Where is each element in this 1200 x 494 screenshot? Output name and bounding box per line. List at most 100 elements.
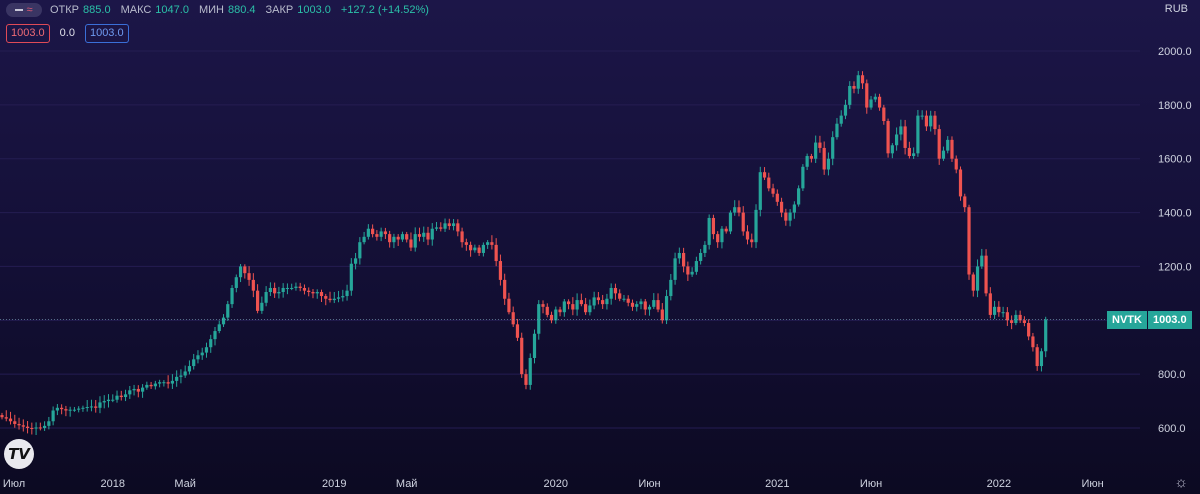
candle-body xyxy=(132,388,136,391)
candlestick-series xyxy=(0,70,1048,436)
symbol-label: NVTK xyxy=(1107,311,1147,329)
candle-body xyxy=(268,287,272,293)
price-tick-label: 600.0 xyxy=(1158,423,1186,435)
candle-body xyxy=(554,309,558,321)
candle-body xyxy=(639,301,643,305)
candle-body xyxy=(328,298,332,301)
minus-icon xyxy=(15,9,24,11)
candle-body xyxy=(456,223,460,232)
candle-body xyxy=(375,234,379,237)
candle-body xyxy=(613,287,618,294)
candle-body xyxy=(507,298,511,313)
candle-body xyxy=(405,234,409,240)
candle-body xyxy=(605,298,609,305)
candle-body xyxy=(430,228,434,240)
candle-body xyxy=(400,234,405,240)
candle-body xyxy=(94,406,98,408)
candle-body xyxy=(741,212,745,232)
candle-body xyxy=(912,153,916,157)
candle-body xyxy=(988,293,992,315)
candle-body xyxy=(298,286,302,288)
candle-body xyxy=(47,421,51,426)
candle-body xyxy=(115,395,119,400)
candle-body xyxy=(277,292,281,294)
candle-body xyxy=(85,406,89,408)
candle-body xyxy=(345,290,349,297)
candle-body xyxy=(243,266,247,274)
candle-body xyxy=(362,236,366,243)
currency-label[interactable]: RUB xyxy=(1164,3,1188,15)
candle-body xyxy=(924,115,929,127)
candle-body xyxy=(907,147,911,157)
last-price-value: 1003.0 xyxy=(1147,311,1192,329)
candle-body xyxy=(745,231,750,240)
candle-body xyxy=(950,139,954,159)
candle-body xyxy=(860,75,865,84)
open-label: ОТКР xyxy=(50,4,80,16)
candle-body xyxy=(221,317,226,325)
candle-body xyxy=(779,201,784,213)
candle-body xyxy=(21,425,25,427)
close-label: ЗАКР xyxy=(265,4,294,16)
candle-body xyxy=(469,244,473,251)
candle-body xyxy=(98,402,102,408)
legend-toggle[interactable]: ≈ xyxy=(6,3,42,17)
candle-body xyxy=(247,273,251,280)
candle-body xyxy=(848,86,852,105)
candle-body xyxy=(434,227,439,229)
time-tick-label: 2021 xyxy=(765,478,789,490)
candle-body xyxy=(503,279,507,299)
candle-body xyxy=(294,286,298,288)
bid-badge[interactable]: 1003.0 xyxy=(6,24,50,43)
candle-body xyxy=(724,228,728,232)
candle-body xyxy=(153,383,157,387)
candle-body xyxy=(652,300,656,307)
price-axis: 600.0800.01000.01200.01400.01600.01800.0… xyxy=(1158,46,1192,435)
last-price-tag: NVTK 1003.0 xyxy=(1107,311,1192,329)
candle-body xyxy=(77,408,81,410)
candle-body xyxy=(852,86,856,89)
candle-body xyxy=(792,204,796,213)
candle-body xyxy=(797,188,801,205)
candle-body xyxy=(562,301,566,313)
price-tick-label: 1800.0 xyxy=(1158,100,1192,112)
candle-body xyxy=(72,409,77,411)
candle-body xyxy=(111,399,115,401)
candle-body xyxy=(716,234,720,243)
time-tick-label: Июл xyxy=(3,478,25,490)
candle-body xyxy=(481,244,485,253)
candle-body xyxy=(571,304,575,310)
candle-body xyxy=(106,399,111,402)
candle-body xyxy=(1005,312,1009,321)
candle-body xyxy=(818,142,822,148)
candle-body xyxy=(733,207,737,213)
candle-body xyxy=(396,236,400,240)
ask-badge[interactable]: 1003.0 xyxy=(84,24,129,43)
candle-body xyxy=(336,297,341,299)
settings-gear-icon[interactable]: ☼ xyxy=(1174,474,1188,491)
candle-body xyxy=(1039,351,1044,367)
candle-body xyxy=(822,147,826,170)
candle-body xyxy=(946,139,950,151)
tradingview-logo-icon[interactable]: 𝙏𝙑 xyxy=(4,439,34,469)
candle-body xyxy=(1014,314,1018,323)
candle-body xyxy=(477,247,481,253)
candle-body xyxy=(835,123,839,138)
candle-body xyxy=(630,302,635,307)
candle-body xyxy=(285,287,290,289)
candle-body xyxy=(358,242,362,259)
candle-body xyxy=(920,115,924,117)
candle-body xyxy=(417,234,422,237)
candle-body xyxy=(166,382,170,384)
price-tick-label: 1200.0 xyxy=(1158,261,1192,273)
candle-body xyxy=(941,150,946,159)
candle-body xyxy=(839,115,843,124)
candle-body xyxy=(443,223,447,229)
candle-body xyxy=(750,239,754,243)
candle-body xyxy=(890,145,894,154)
candle-body xyxy=(805,156,809,167)
candle-body xyxy=(784,212,788,221)
candle-body xyxy=(814,142,818,159)
candle-body xyxy=(230,287,234,305)
